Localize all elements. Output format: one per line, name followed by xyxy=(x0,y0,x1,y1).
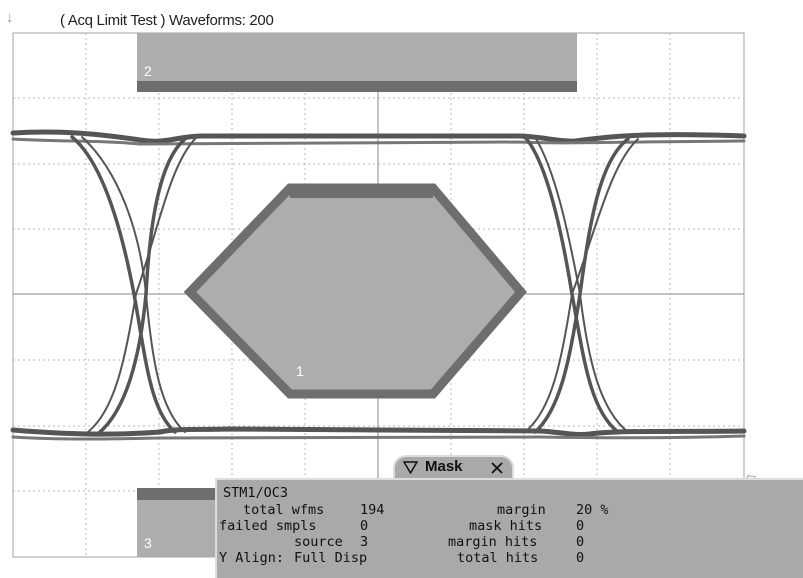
mask-hits-label: mask hits xyxy=(469,518,543,534)
failed-smpls-label: failed smpls xyxy=(219,518,317,534)
mask-panel-tab[interactable]: Mask xyxy=(393,455,514,480)
mask-region-top: 2 xyxy=(137,33,577,92)
mask-panel-title: Mask xyxy=(425,458,463,475)
mask-readout-panel: STM1/OC3 total wfms 194 failed smpls 0 s… xyxy=(215,478,803,578)
level-marker-icon: ⇦ xyxy=(746,470,757,484)
mask-label-1: 1 xyxy=(296,363,304,379)
total-wfms-label: total wfms xyxy=(243,502,325,518)
source-value: 3 xyxy=(360,534,369,550)
mask-region-bottom: 3 xyxy=(137,488,227,557)
margin-hits-value: 0 xyxy=(576,534,585,550)
mask-label-2: 2 xyxy=(144,63,152,79)
source-label: source xyxy=(294,534,343,550)
failed-smpls-value: 0 xyxy=(360,518,369,534)
total-hits-value: 0 xyxy=(576,550,585,566)
y-align-value: Full Disp xyxy=(294,550,368,566)
mask-hits-value: 0 xyxy=(576,518,585,534)
mask-standard: STM1/OC3 xyxy=(223,485,289,501)
down-arrow-icon: ↓ xyxy=(6,9,14,26)
margin-hits-label: margin hits xyxy=(448,534,538,550)
close-icon[interactable] xyxy=(489,460,505,476)
y-align-label: Y Align: xyxy=(219,550,285,566)
acquisition-status: ( Acq Limit Test ) Waveforms: 200 xyxy=(60,12,274,29)
margin-label: margin xyxy=(497,502,546,518)
mask-region-center: 1 xyxy=(183,183,527,399)
triangle-down-icon[interactable] xyxy=(403,461,418,474)
mask-label-3: 3 xyxy=(144,535,152,551)
total-wfms-value: 194 xyxy=(360,502,385,518)
eye-traces xyxy=(10,129,747,441)
total-hits-label: total hits xyxy=(457,550,539,566)
margin-value: 20 % xyxy=(576,502,609,518)
status-bar: ↓ ( Acq Limit Test ) Waveforms: 200 xyxy=(0,0,803,33)
